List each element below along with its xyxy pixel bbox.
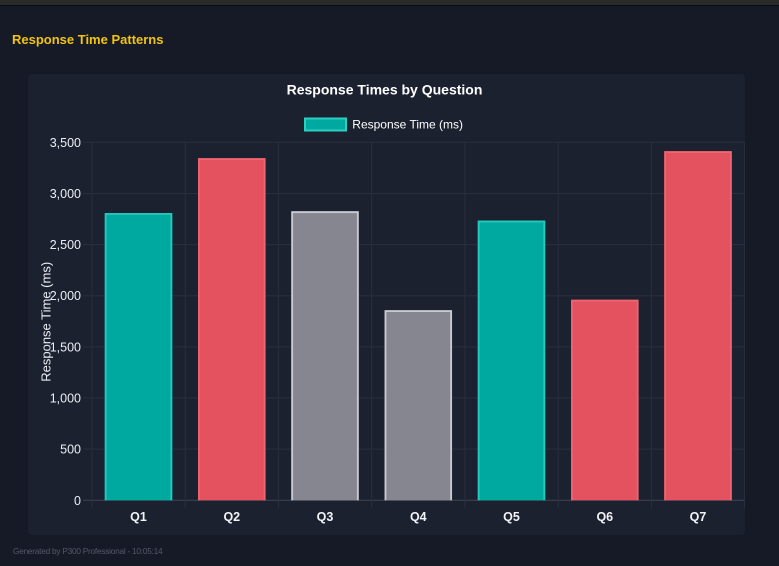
svg-text:Q7: Q7 bbox=[690, 510, 707, 524]
svg-text:2,500: 2,500 bbox=[50, 238, 81, 252]
svg-text:Response Times by Question: Response Times by Question bbox=[287, 82, 483, 98]
svg-text:2,000: 2,000 bbox=[50, 289, 81, 303]
svg-text:3,500: 3,500 bbox=[50, 136, 81, 150]
svg-text:0: 0 bbox=[74, 494, 81, 508]
svg-text:Response Time (ms): Response Time (ms) bbox=[38, 262, 53, 382]
svg-text:Q5: Q5 bbox=[503, 510, 520, 524]
svg-text:Q3: Q3 bbox=[317, 510, 334, 524]
svg-text:1,500: 1,500 bbox=[50, 340, 81, 354]
svg-text:3,000: 3,000 bbox=[50, 187, 81, 201]
svg-text:1,000: 1,000 bbox=[50, 392, 81, 406]
svg-text:Response Time (ms): Response Time (ms) bbox=[352, 118, 463, 132]
svg-text:Q6: Q6 bbox=[596, 510, 613, 524]
svg-text:500: 500 bbox=[60, 443, 81, 457]
svg-text:Q2: Q2 bbox=[223, 510, 240, 524]
svg-text:Q4: Q4 bbox=[410, 510, 427, 524]
svg-text:Q1: Q1 bbox=[130, 510, 147, 524]
